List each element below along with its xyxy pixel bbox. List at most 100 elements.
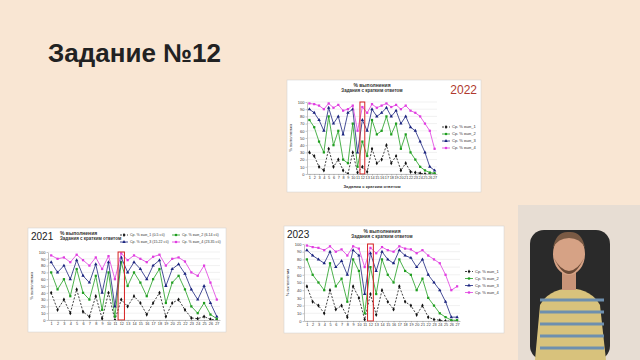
series-marker bbox=[450, 319, 452, 321]
y-tick-label: 70 bbox=[300, 121, 305, 126]
series-marker bbox=[305, 248, 308, 251]
x-tick-label: 26 bbox=[450, 323, 454, 327]
y-axis-line bbox=[304, 245, 305, 322]
series-marker bbox=[139, 281, 141, 283]
series-marker bbox=[139, 267, 142, 270]
legend-line bbox=[465, 278, 473, 279]
series-marker bbox=[158, 291, 160, 295]
series-marker bbox=[376, 133, 378, 135]
series-marker bbox=[209, 317, 211, 320]
x-tick-label: 20 bbox=[415, 323, 419, 327]
legend-label: Ср. % вып_2 (6-14 сб) bbox=[182, 233, 219, 237]
series-marker bbox=[81, 274, 84, 277]
series-marker bbox=[132, 260, 135, 263]
series-marker bbox=[361, 106, 363, 108]
legend-line bbox=[172, 235, 180, 236]
highlight bbox=[118, 252, 124, 320]
grid bbox=[48, 252, 220, 320]
shirt-stripe bbox=[540, 347, 604, 350]
x-tick-label: 22 bbox=[427, 323, 431, 327]
series-marker bbox=[209, 313, 211, 315]
series-marker bbox=[69, 261, 71, 263]
series-marker bbox=[429, 172, 431, 174]
series-marker bbox=[356, 170, 358, 174]
x-tick: 15 bbox=[139, 320, 143, 326]
x-tick: 27 bbox=[455, 321, 459, 327]
series-marker bbox=[410, 274, 412, 276]
series-marker bbox=[414, 129, 417, 132]
x-tick: 5 bbox=[76, 320, 78, 326]
x-tick: 8 bbox=[347, 321, 349, 327]
x-tick-label: 11 bbox=[356, 176, 360, 180]
x-tick: 23 bbox=[414, 174, 418, 180]
y-tick-label: 100 bbox=[295, 242, 302, 247]
series-marker bbox=[56, 258, 58, 260]
x-tick: 5 bbox=[329, 321, 331, 327]
series-marker bbox=[209, 301, 212, 304]
series-marker bbox=[318, 104, 320, 106]
x-tick-label: 3 bbox=[318, 323, 320, 327]
series-marker bbox=[203, 315, 205, 319]
series-marker bbox=[352, 284, 354, 288]
x-tick-label: 23 bbox=[414, 176, 418, 180]
series-marker bbox=[56, 308, 58, 312]
x-tick: 14 bbox=[132, 320, 136, 326]
series-marker bbox=[444, 274, 446, 276]
y-tick: 90 bbox=[300, 107, 307, 112]
grid-line bbox=[304, 282, 460, 283]
y-tick-label: 80 bbox=[300, 114, 305, 119]
grid-line bbox=[48, 292, 220, 293]
series-marker bbox=[385, 102, 387, 104]
legend-label: Ср. % вып_2 bbox=[452, 131, 476, 136]
series-marker bbox=[366, 155, 368, 157]
series-marker bbox=[439, 312, 441, 314]
series-marker bbox=[127, 259, 129, 261]
series-marker bbox=[427, 297, 429, 299]
x-axis-line bbox=[308, 174, 438, 175]
x-tick: 19 bbox=[409, 321, 413, 327]
series-marker bbox=[361, 165, 363, 169]
y-tick: 60 bbox=[297, 273, 304, 278]
series-marker bbox=[49, 260, 52, 263]
x-tick: 6 bbox=[335, 321, 337, 327]
y-tick-mark bbox=[47, 266, 49, 267]
x-tick-label: 7 bbox=[341, 323, 343, 327]
chart-subtitle: Задания с кратким ответом bbox=[341, 88, 403, 93]
series-marker bbox=[308, 107, 311, 110]
series-marker bbox=[419, 171, 421, 174]
x-tick: 23 bbox=[190, 320, 194, 326]
series-marker bbox=[101, 317, 103, 320]
series-marker bbox=[370, 107, 373, 110]
series-marker bbox=[385, 143, 387, 147]
series-marker bbox=[364, 266, 366, 268]
series-marker bbox=[433, 168, 436, 171]
series-marker bbox=[317, 247, 319, 249]
legend-marker bbox=[175, 234, 177, 236]
series-marker bbox=[203, 264, 205, 266]
x-tick: 19 bbox=[394, 174, 398, 180]
x-tick: 1 bbox=[51, 320, 53, 326]
x-tick-label: 22 bbox=[409, 176, 413, 180]
series-marker bbox=[416, 252, 418, 254]
series-marker bbox=[380, 158, 382, 162]
grid-line bbox=[304, 297, 460, 298]
y-tick: 20 bbox=[41, 304, 48, 309]
series-marker bbox=[327, 147, 329, 151]
series-marker bbox=[423, 150, 426, 153]
legend: Ср. % вып_1Ср. % вып_2Ср. % вып_3Ср. % в… bbox=[465, 269, 499, 295]
x-tick: 1 bbox=[306, 321, 308, 327]
series-marker bbox=[63, 298, 65, 302]
y-tick-mark bbox=[47, 252, 49, 253]
series-marker bbox=[100, 291, 103, 294]
y-tick-mark bbox=[306, 131, 308, 132]
series-marker bbox=[133, 294, 135, 298]
grid bbox=[307, 102, 437, 174]
series-marker bbox=[312, 246, 314, 248]
y-tick: 40 bbox=[297, 288, 304, 293]
grid-line bbox=[304, 259, 460, 260]
series-marker bbox=[376, 107, 378, 109]
y-tick-mark bbox=[47, 286, 49, 287]
series-marker bbox=[317, 304, 319, 308]
legend-label: Ср. % вып_1 (0-5 сб) bbox=[130, 233, 165, 237]
y-tick: 80 bbox=[297, 257, 304, 262]
